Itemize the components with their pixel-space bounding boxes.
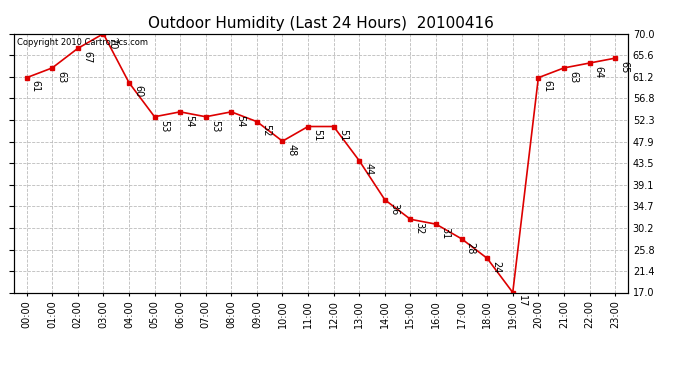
Text: 54: 54 xyxy=(184,115,195,127)
Text: 53: 53 xyxy=(210,120,220,132)
Text: 24: 24 xyxy=(491,261,502,273)
Text: 65: 65 xyxy=(619,61,629,74)
Text: 17: 17 xyxy=(517,295,527,307)
Text: 64: 64 xyxy=(593,66,604,78)
Text: 67: 67 xyxy=(82,51,92,63)
Text: 54: 54 xyxy=(235,115,246,127)
Title: Outdoor Humidity (Last 24 Hours)  20100416: Outdoor Humidity (Last 24 Hours) 2010041… xyxy=(148,16,494,31)
Text: 44: 44 xyxy=(364,164,373,176)
Text: 60: 60 xyxy=(133,86,143,98)
Text: 70: 70 xyxy=(108,36,117,49)
Text: 32: 32 xyxy=(415,222,424,234)
Text: 31: 31 xyxy=(440,227,450,239)
Text: 61: 61 xyxy=(31,81,41,93)
Text: Copyright 2010 Cartronics.com: Copyright 2010 Cartronics.com xyxy=(17,38,148,46)
Text: 51: 51 xyxy=(312,129,322,142)
Text: 36: 36 xyxy=(389,202,399,215)
Text: 48: 48 xyxy=(286,144,297,156)
Text: 63: 63 xyxy=(57,71,66,83)
Text: 63: 63 xyxy=(568,71,578,83)
Text: 52: 52 xyxy=(261,124,271,137)
Text: 61: 61 xyxy=(542,81,553,93)
Text: 53: 53 xyxy=(159,120,168,132)
Text: 51: 51 xyxy=(338,129,348,142)
Text: 28: 28 xyxy=(466,242,475,254)
